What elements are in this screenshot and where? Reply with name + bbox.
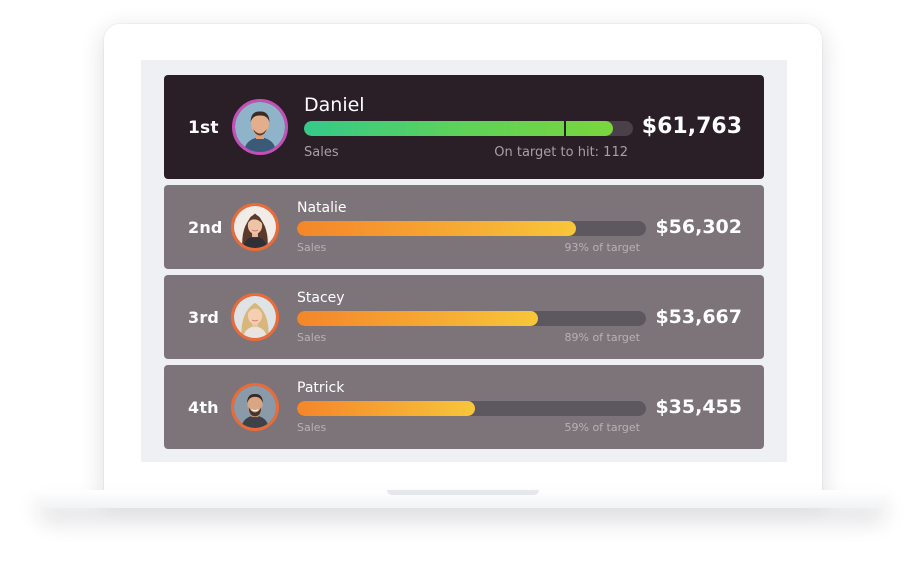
sales-progress-bar bbox=[304, 121, 633, 136]
sales-progress-fill bbox=[297, 401, 475, 416]
sales-label: Sales bbox=[297, 241, 327, 254]
woman-portrait-icon bbox=[234, 296, 276, 338]
leaderboard-row-3[interactable]: 3rd Stacey Sales 89% of target $53,667 bbox=[164, 275, 764, 359]
leaderboard-row-2[interactable]: 2nd Natalie Sales 93% of target $56,302 bbox=[164, 185, 764, 269]
sales-progress-fill bbox=[297, 221, 577, 236]
rank-label: 2nd bbox=[188, 218, 223, 237]
avatar bbox=[232, 99, 288, 155]
rank-label: 3rd bbox=[188, 308, 220, 327]
rank-label: 4th bbox=[188, 398, 219, 417]
rank-label: 1st bbox=[188, 118, 219, 138]
target-marker bbox=[563, 121, 566, 136]
laptop-base bbox=[36, 490, 888, 508]
salesperson-name: Natalie bbox=[297, 200, 347, 216]
sales-progress-fill bbox=[297, 311, 538, 326]
sales-amount: $61,763 bbox=[641, 114, 742, 139]
leaderboard-row-1[interactable]: 1st Daniel Sales On target to hit: 112 $… bbox=[164, 75, 764, 179]
sales-progress-fill bbox=[304, 121, 614, 136]
sales-label: Sales bbox=[304, 145, 339, 160]
salesperson-name: Stacey bbox=[297, 290, 345, 306]
man-portrait-icon bbox=[234, 386, 276, 428]
target-percentage: 59% of target bbox=[564, 421, 641, 434]
salesperson-name: Patrick bbox=[297, 380, 345, 396]
sales-amount: $53,667 bbox=[655, 306, 742, 328]
avatar bbox=[231, 383, 279, 431]
avatar bbox=[231, 293, 279, 341]
man-portrait-icon bbox=[235, 102, 285, 152]
sales-amount: $35,455 bbox=[655, 396, 742, 418]
sales-progress-bar bbox=[297, 311, 646, 326]
sales-amount: $56,302 bbox=[655, 216, 742, 238]
leaderboard-row-4[interactable]: 4th Patrick Sales 59% of target $35,455 bbox=[164, 365, 764, 449]
target-percentage: 89% of target bbox=[564, 331, 641, 344]
target-status: On target to hit: 112 bbox=[494, 145, 628, 160]
sales-progress-bar bbox=[297, 221, 646, 236]
salesperson-name: Daniel bbox=[304, 94, 365, 116]
avatar bbox=[231, 203, 279, 251]
laptop-notch bbox=[387, 490, 539, 495]
sales-progress-bar bbox=[297, 401, 646, 416]
sales-label: Sales bbox=[297, 421, 327, 434]
sales-label: Sales bbox=[297, 331, 327, 344]
woman-portrait-icon bbox=[234, 206, 276, 248]
target-percentage: 93% of target bbox=[564, 241, 641, 254]
